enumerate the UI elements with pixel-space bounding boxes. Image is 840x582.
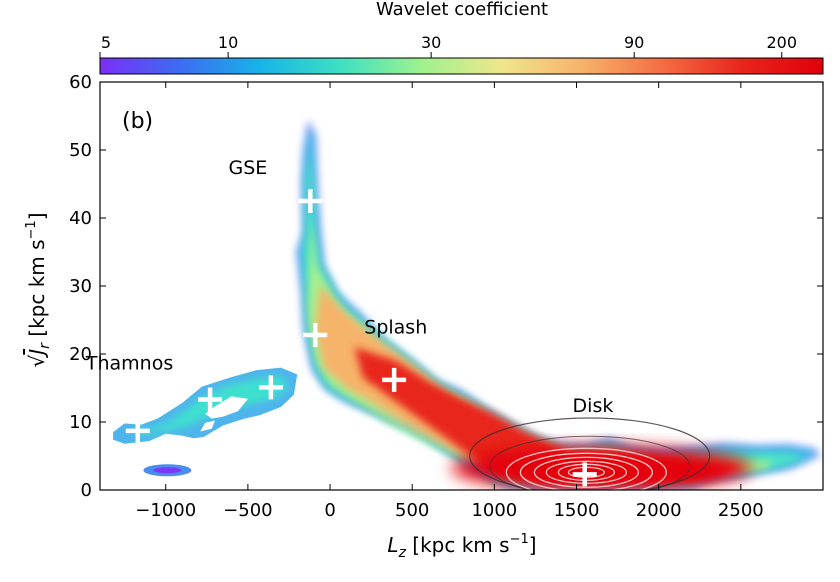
panel-label: (b)	[122, 109, 153, 134]
minor-blob-core	[153, 467, 182, 474]
x-axis-ticks: −1000 −500 0 500 1000 1500 2000 2500	[135, 82, 764, 521]
contour-inner	[505, 447, 668, 490]
peak-marker	[303, 322, 328, 347]
y-tick-label: 0	[81, 480, 92, 501]
x-tick-label: −1000	[135, 500, 196, 521]
colorbar-label: Wavelet coefficient	[376, 0, 548, 20]
x-tick-label: 2500	[718, 500, 764, 521]
peak-marker	[572, 462, 597, 487]
y-tick-label: 60	[69, 72, 92, 93]
disk-core	[451, 446, 752, 490]
contour-inner	[519, 452, 654, 490]
y-axis-label: √Jr [kpc km s−1]	[24, 212, 53, 367]
x-tick-label: 0	[324, 500, 335, 521]
colorbar-tick-label: 5	[101, 33, 111, 52]
y-tick-label: 10	[69, 412, 92, 433]
x-axis-label: Lz [kpc km s−1]	[387, 532, 536, 561]
peak-marker	[258, 375, 283, 400]
y-tick-label: 50	[69, 140, 92, 161]
colorbar-tick-label: 30	[421, 33, 441, 52]
x-tick-label: −500	[223, 500, 272, 521]
thamnos-hole	[205, 396, 248, 419]
density-envelope	[297, 122, 819, 489]
structure-label: Thamnos	[85, 353, 173, 375]
svg-text:√Jr [kpc km s−1]: √Jr [kpc km s−1]	[24, 212, 53, 367]
contour	[489, 435, 691, 490]
y-tick-label: 20	[69, 344, 92, 365]
colorbar-tick-label: 10	[218, 33, 238, 52]
thamnos-hole-small	[200, 420, 215, 432]
density-rim	[296, 119, 820, 490]
colorbar-gradient	[99, 57, 824, 75]
colorbar-tick-label: 200	[766, 33, 797, 52]
peak-marker	[125, 418, 150, 443]
peak-marker	[198, 387, 223, 412]
peak-markers	[125, 189, 597, 487]
colorbar: Wavelet coefficient 5 10 30 90 200	[99, 0, 824, 75]
density-field	[113, 119, 820, 490]
contour-inner	[533, 456, 640, 488]
structure-label: Disk	[573, 395, 614, 417]
svg-text:Lz [kpc km s−1]: Lz [kpc km s−1]	[387, 532, 536, 561]
y-axis-ticks: 0 10 20 30 40 50 60	[69, 72, 823, 501]
x-tick-label: 1000	[471, 500, 517, 521]
x-tick-label: 1500	[554, 500, 600, 521]
x-tick-label: 2000	[636, 500, 682, 521]
y-tick-label: 30	[69, 276, 92, 297]
structure-labels: GSE Splash Thamnos Disk	[85, 157, 613, 417]
y-tick-label: 40	[69, 208, 92, 229]
structure-label: Splash	[364, 317, 427, 339]
colorbar-ticks: 5 10 30 90 200	[99, 33, 797, 58]
peak-marker	[382, 367, 407, 392]
x-tick-label: 500	[395, 500, 429, 521]
structure-label: GSE	[228, 157, 267, 179]
peak-marker	[298, 189, 323, 213]
colorbar-tick-label: 90	[624, 33, 644, 52]
contour-outer	[469, 417, 711, 490]
